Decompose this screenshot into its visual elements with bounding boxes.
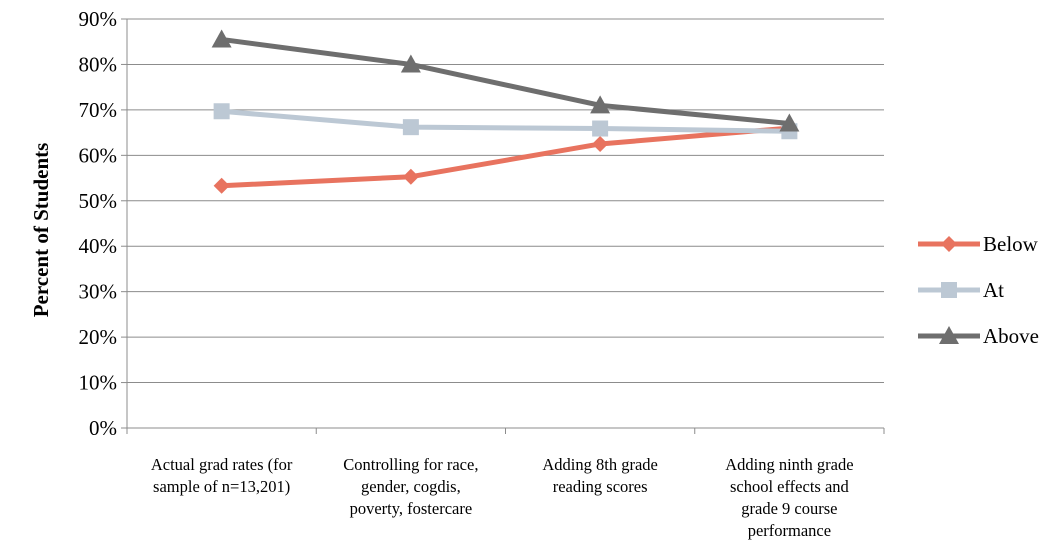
data-point-below <box>592 135 609 152</box>
x-category-label: Controlling for race, gender, cogdis, pove… <box>343 455 478 518</box>
x-category-label: Actual grad rates (for sample of n=13,201… <box>151 455 293 496</box>
x-category-labels: Actual grad rates (for sample of n=13,201… <box>151 455 854 540</box>
data-point-above <box>590 95 611 114</box>
legend-label: Below <box>983 232 1039 256</box>
x-category-label-line: Controlling for race, <box>343 455 478 474</box>
y-tick-label: 30% <box>79 280 118 304</box>
y-axis-label: Percent of Students <box>29 143 53 318</box>
x-category-label-line: gender, cogdis, <box>361 477 461 496</box>
x-category-label-line: poverty, fostercare <box>350 499 473 518</box>
y-tick-label: 50% <box>79 189 118 213</box>
series-line-at <box>221 108 790 134</box>
legend-marker <box>941 282 957 298</box>
series-above <box>211 29 800 132</box>
x-category-label: Adding ninth grade school effects and grad… <box>725 455 853 540</box>
y-tick-label: 80% <box>79 52 118 76</box>
data-point-above <box>400 54 421 73</box>
data-point-above <box>211 29 232 48</box>
y-tick-label: 60% <box>79 143 118 167</box>
series-at <box>213 103 798 140</box>
series <box>211 29 800 194</box>
x-category-label-line: grade 9 course <box>741 499 837 518</box>
y-tick-label: 0% <box>89 416 117 440</box>
data-point-below <box>213 177 230 194</box>
legend-marker <box>941 236 957 252</box>
x-category-label-line: reading scores <box>553 477 648 496</box>
y-tick-label: 20% <box>79 325 118 349</box>
y-tick-label: 40% <box>79 234 118 258</box>
y-tick-label: 10% <box>79 371 118 395</box>
legend: Below At Above <box>918 232 1039 348</box>
x-category-label-line: Adding 8th grade <box>542 455 657 474</box>
x-category-label-line: Adding ninth grade <box>725 455 853 474</box>
legend-marker <box>939 326 959 344</box>
x-category-label-line: school effects and <box>730 477 850 496</box>
x-category-label-line: sample of n=13,201) <box>153 477 290 496</box>
legend-item-above: Above <box>918 324 1039 348</box>
legend-item-below: Below <box>918 232 1039 256</box>
data-point-above <box>779 113 800 132</box>
series-line-below <box>221 125 790 189</box>
data-point-at <box>402 119 419 136</box>
y-tick-label: 90% <box>79 7 118 31</box>
x-category-label-line: Actual grad rates (for <box>151 455 293 474</box>
axes <box>121 18 885 434</box>
legend-label: Above <box>983 324 1039 348</box>
legend-item-at: At <box>918 278 1004 302</box>
series-line-above <box>221 36 790 127</box>
x-category-label-line: performance <box>748 521 831 540</box>
y-tick-label: 70% <box>79 98 118 122</box>
gridlines <box>127 18 884 384</box>
data-point-below <box>402 168 419 185</box>
legend-label: At <box>983 278 1004 302</box>
data-point-at <box>213 103 230 120</box>
data-point-at <box>592 120 609 137</box>
x-category-label: Adding 8th grade reading scores <box>542 455 657 496</box>
y-tick-labels: 0% 10% 20% 30% 40% 50% 60% 70% 80% 90% <box>79 7 118 440</box>
